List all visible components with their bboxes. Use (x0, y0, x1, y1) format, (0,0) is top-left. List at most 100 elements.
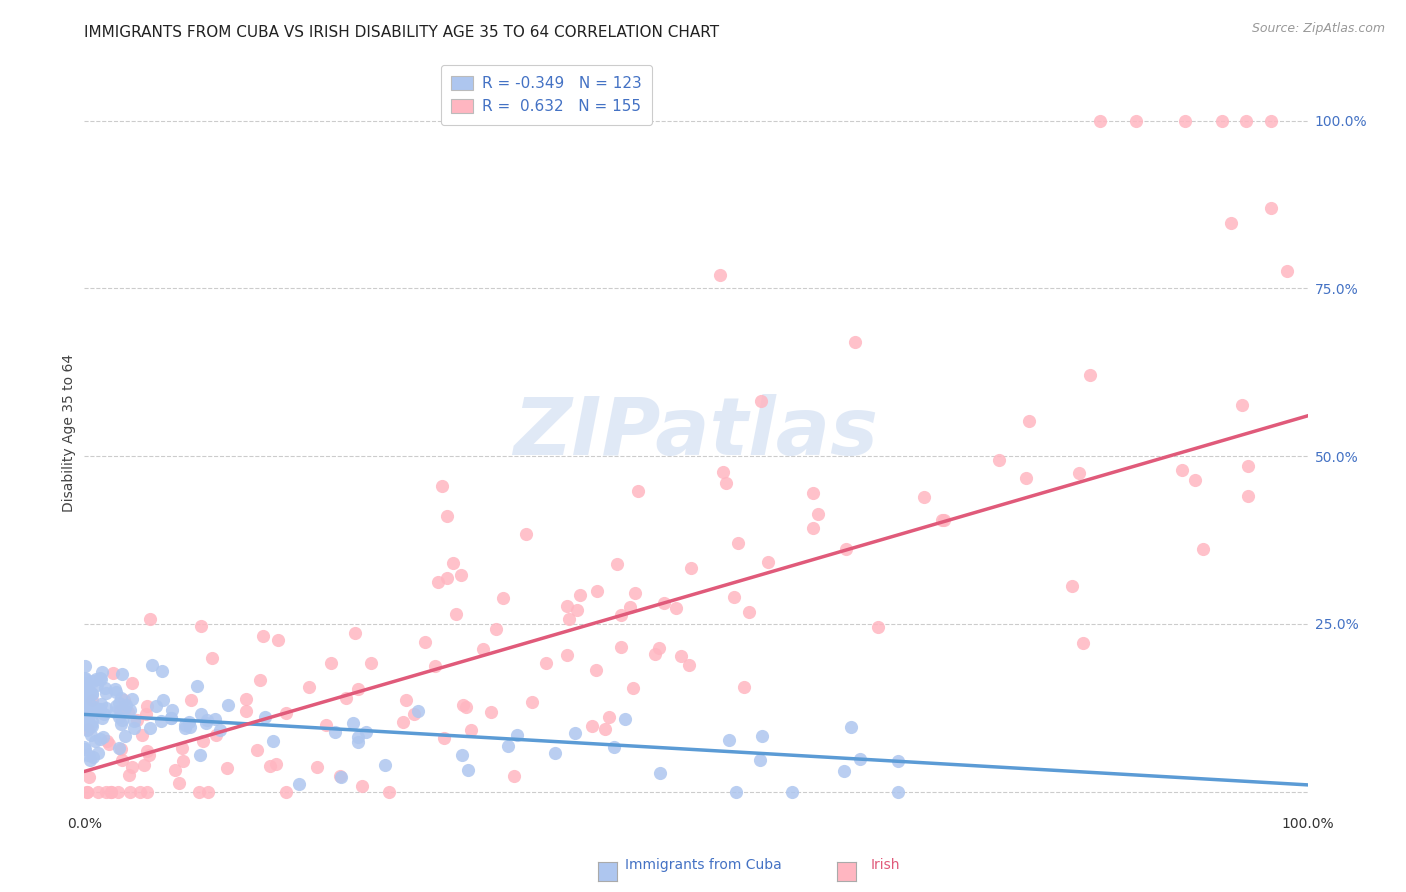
Point (205, 728, 228, 742)
Point (344, 626, 367, 640)
Point (1219, 215, 1241, 229)
Point (803, 521, 825, 535)
Point (614, 712, 637, 726)
Point (844, 334, 866, 349)
Point (276, 706, 298, 721)
Point (484, 623, 506, 637)
Point (1067, 467, 1090, 481)
Text: Source: ZipAtlas.com: Source: ZipAtlas.com (1251, 22, 1385, 36)
Point (73, 683, 96, 698)
Point (91, 730, 114, 744)
Point (245, 743, 267, 757)
Point (77, 770, 100, 784)
Point (534, 656, 557, 670)
Point (756, 555, 779, 569)
Point (87, 746, 110, 760)
Point (117, 705, 139, 719)
Point (1080, 368, 1102, 382)
Point (80, 718, 103, 732)
Point (648, 640, 671, 655)
Point (1211, 113, 1233, 128)
Point (75, 687, 97, 701)
Point (173, 721, 195, 735)
Point (1260, 113, 1282, 128)
Point (135, 744, 157, 758)
Point (887, 784, 910, 798)
Point (350, 779, 373, 793)
Point (415, 635, 437, 649)
Legend: R = -0.349   N = 123, R =  0.632   N = 155: R = -0.349 N = 123, R = 0.632 N = 155 (440, 65, 652, 125)
Point (73, 703, 96, 717)
Point (807, 507, 830, 521)
Point (1275, 263, 1298, 277)
Point (75, 684, 97, 698)
Point (249, 673, 271, 688)
Point (342, 716, 364, 731)
Point (108, 741, 131, 756)
Point (472, 641, 495, 656)
Point (75, 675, 97, 690)
Point (115, 698, 138, 713)
Point (329, 769, 352, 783)
Point (128, 784, 150, 798)
Point (839, 720, 862, 734)
Point (602, 740, 624, 755)
Point (190, 619, 212, 633)
Point (80, 714, 103, 729)
Point (606, 558, 628, 572)
Point (496, 739, 519, 754)
Point (585, 584, 607, 599)
Point (86, 701, 108, 715)
Point (555, 599, 578, 613)
Point (835, 541, 858, 556)
Point (112, 706, 135, 720)
Point (374, 758, 396, 772)
Point (506, 728, 529, 742)
Point (780, 784, 803, 798)
Point (197, 784, 219, 798)
Point (598, 709, 620, 723)
Point (347, 682, 370, 697)
Point (441, 557, 464, 571)
Point (195, 713, 218, 727)
Point (298, 680, 321, 694)
Point (315, 718, 337, 732)
Point (404, 706, 426, 721)
Point (749, 393, 772, 408)
Point (122, 714, 145, 728)
Point (321, 657, 343, 671)
Point (101, 665, 124, 680)
Point (73, 694, 96, 708)
Point (131, 728, 153, 742)
Point (624, 586, 647, 600)
Point (264, 756, 287, 771)
Point (93, 706, 115, 721)
Point (195, 716, 218, 731)
Point (751, 729, 773, 743)
Point (105, 698, 128, 713)
Point (136, 784, 159, 798)
Point (912, 490, 935, 504)
Point (82, 687, 104, 701)
Point (868, 619, 890, 633)
Point (103, 682, 125, 697)
Point (287, 777, 309, 791)
Point (169, 776, 191, 790)
Point (569, 588, 592, 602)
Point (121, 760, 143, 774)
Point (82, 673, 104, 688)
Point (479, 705, 502, 719)
Point (378, 784, 401, 798)
Point (1125, 113, 1147, 128)
Point (138, 748, 160, 763)
Point (1088, 113, 1111, 128)
Point (252, 629, 274, 643)
Point (121, 692, 143, 706)
Point (581, 719, 603, 733)
Point (94, 784, 117, 798)
Point (460, 723, 482, 737)
Point (887, 755, 910, 769)
Point (235, 691, 257, 706)
Point (565, 603, 588, 617)
Point (76, 723, 98, 738)
